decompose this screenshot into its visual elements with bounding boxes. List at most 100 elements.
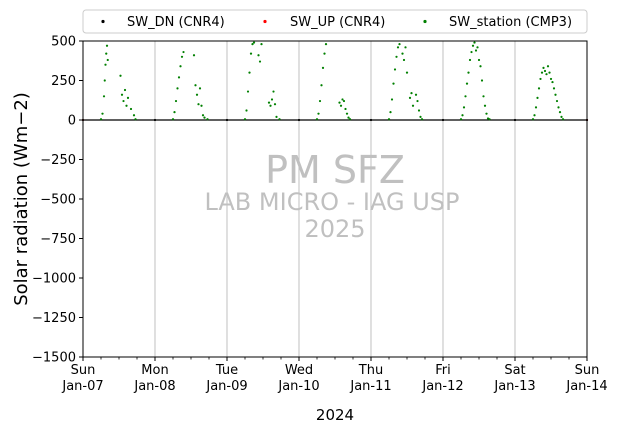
data-point bbox=[243, 118, 247, 121]
data-point bbox=[347, 116, 350, 119]
data-point bbox=[225, 118, 229, 122]
data-point bbox=[483, 104, 487, 107]
data-point bbox=[441, 118, 445, 122]
data-point bbox=[468, 58, 472, 62]
data-point bbox=[106, 58, 109, 62]
data-point bbox=[126, 96, 130, 99]
x-tick-label: Thu bbox=[358, 363, 383, 378]
data-point bbox=[464, 95, 467, 98]
data-point bbox=[398, 43, 401, 46]
data-point bbox=[321, 66, 325, 69]
watermark-line-1: PM SFZ bbox=[265, 148, 405, 192]
data-point bbox=[390, 98, 394, 101]
x-tick-label: Jan-11 bbox=[349, 379, 391, 394]
data-point bbox=[534, 106, 538, 109]
data-point bbox=[554, 93, 557, 96]
data-point bbox=[200, 104, 203, 107]
x-tick-label: Jan-08 bbox=[133, 379, 175, 394]
data-point bbox=[317, 112, 320, 115]
data-point bbox=[420, 118, 424, 121]
data-point bbox=[153, 118, 157, 122]
data-point bbox=[258, 60, 262, 63]
data-point bbox=[546, 65, 550, 68]
x-tick-label: Wed bbox=[285, 363, 313, 378]
data-point bbox=[248, 71, 251, 74]
data-point bbox=[404, 46, 407, 49]
data-point bbox=[410, 92, 413, 95]
data-point bbox=[270, 98, 274, 101]
legend-marker bbox=[263, 19, 267, 24]
x-axis-label: 2024 bbox=[316, 406, 354, 424]
legend-box bbox=[82, 9, 588, 34]
data-point bbox=[552, 87, 556, 90]
legend-label: SW_DN (CNR4) bbox=[127, 15, 225, 30]
data-point bbox=[411, 104, 415, 107]
data-point bbox=[99, 118, 103, 121]
x-tick-label: Jan-13 bbox=[493, 379, 535, 394]
data-point bbox=[551, 80, 554, 84]
legend-marker bbox=[423, 19, 427, 24]
data-point bbox=[275, 115, 278, 118]
data-point bbox=[179, 65, 182, 68]
y-tick-label: 500 bbox=[51, 35, 76, 50]
data-point bbox=[408, 96, 412, 99]
data-point bbox=[257, 54, 260, 57]
y-tick-label: −1500 bbox=[32, 351, 76, 366]
data-point bbox=[318, 99, 322, 103]
data-point bbox=[102, 95, 106, 98]
grid-lines bbox=[154, 41, 516, 357]
data-point bbox=[267, 101, 271, 104]
data-point bbox=[177, 76, 181, 79]
data-point bbox=[485, 112, 488, 115]
data-point bbox=[203, 116, 206, 119]
data-point bbox=[459, 118, 463, 121]
data-point bbox=[417, 109, 421, 112]
data-point bbox=[545, 73, 548, 76]
x-tick-label: Sun bbox=[575, 363, 600, 378]
data-point bbox=[401, 52, 404, 55]
data-point bbox=[194, 84, 197, 87]
data-point bbox=[395, 55, 398, 58]
y-tick-label: 250 bbox=[51, 74, 76, 89]
data-point bbox=[344, 107, 347, 111]
legend-marker bbox=[101, 19, 105, 24]
data-point bbox=[549, 77, 553, 81]
data-point bbox=[323, 52, 326, 55]
x-tick-label: Jan-12 bbox=[421, 379, 463, 394]
data-point bbox=[473, 41, 476, 44]
data-point bbox=[195, 93, 199, 96]
data-point bbox=[539, 77, 542, 81]
data-point bbox=[488, 118, 491, 121]
y-tick-label: 0 bbox=[68, 114, 76, 129]
watermark-line-2: LAB MICRO - IAG USP bbox=[204, 188, 459, 216]
data-point bbox=[192, 54, 196, 57]
data-point bbox=[273, 103, 277, 106]
data-point bbox=[269, 104, 272, 107]
data-point bbox=[561, 118, 565, 121]
data-points bbox=[81, 41, 589, 122]
data-point bbox=[465, 82, 469, 85]
y-tick-label: −750 bbox=[40, 232, 76, 247]
data-point bbox=[297, 118, 301, 122]
data-point bbox=[324, 43, 328, 46]
data-point bbox=[537, 87, 541, 90]
data-point bbox=[278, 118, 281, 121]
data-point bbox=[272, 90, 275, 93]
data-point bbox=[482, 95, 485, 98]
data-point bbox=[405, 71, 409, 74]
data-point bbox=[480, 79, 484, 82]
data-point bbox=[396, 46, 400, 49]
data-point bbox=[129, 107, 133, 111]
plot-area bbox=[83, 41, 587, 357]
data-point bbox=[119, 74, 122, 77]
data-point bbox=[201, 114, 205, 117]
x-tick-label: Jan-10 bbox=[277, 379, 319, 394]
data-point bbox=[252, 41, 256, 44]
data-point bbox=[479, 65, 482, 68]
x-tick-label: Sat bbox=[504, 363, 525, 378]
x-tick-label: Mon bbox=[141, 363, 168, 378]
data-point bbox=[392, 82, 395, 85]
data-point bbox=[389, 111, 392, 114]
legend: SW_DN (CNR4) SW_UP (CNR4) SW_station (CMP3… bbox=[82, 9, 588, 34]
data-point bbox=[260, 43, 263, 46]
